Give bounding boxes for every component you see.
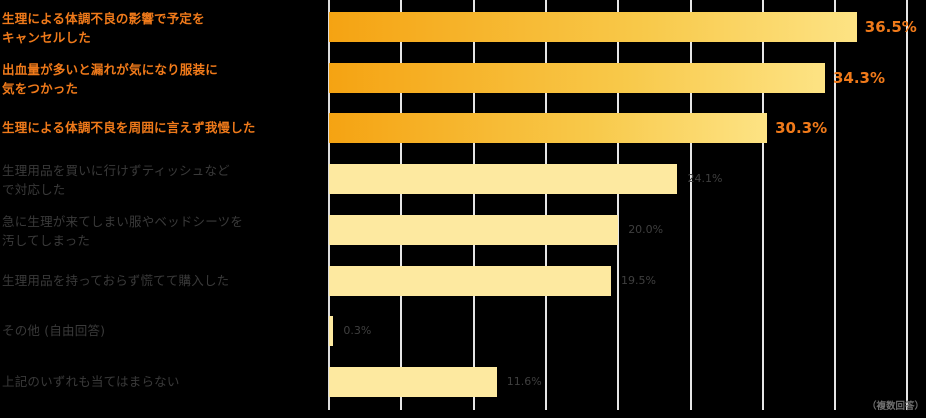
category-label: 出血量が多いと漏れが気になり服装に 気をつかった — [2, 60, 322, 98]
value-label: 30.3% — [775, 119, 828, 137]
bar — [329, 63, 825, 93]
gridline — [400, 0, 403, 410]
category-label-line2: 汚してしまった — [2, 233, 91, 248]
category-label-line2: キャンセルした — [2, 30, 91, 45]
category-label-line1: 出血量が多いと漏れが気になり服装に — [2, 62, 218, 77]
category-label: 生理用品を買いに行けずティッシュなど で対応した — [2, 161, 322, 199]
category-label-line1: その他 (自由回答) — [2, 323, 106, 338]
category-label: 生理による体調不良の影響で予定を キャンセルした — [2, 9, 322, 47]
category-label-line1: 生理による体調不良の影響で予定を — [2, 11, 205, 26]
category-label: 急に生理が来てしまい服やベッドシーツを 汚してしまった — [2, 212, 322, 250]
category-label: 上記のいずれも当てはまらない — [2, 372, 322, 391]
gridline — [906, 0, 909, 410]
category-label-line1: 生理による体調不良を周囲に言えず我慢した — [2, 120, 256, 135]
category-label: その他 (自由回答) — [2, 321, 322, 340]
bar — [329, 12, 857, 42]
category-label-line1: 生理用品を持っておらず慌てて購入した — [2, 273, 230, 288]
gridline — [834, 0, 837, 410]
value-label: 19.5% — [620, 274, 656, 287]
bar — [329, 316, 334, 346]
value-label: 36.5% — [864, 18, 917, 36]
gridline — [544, 0, 547, 410]
value-label: 11.6% — [506, 375, 542, 388]
gridline — [689, 0, 692, 410]
category-label-line1: 生理用品を買いに行けずティッシュなど — [2, 163, 230, 178]
category-label-line2: で対応した — [2, 182, 66, 197]
gridline — [472, 0, 475, 410]
gridline — [761, 0, 764, 410]
bar — [329, 266, 611, 296]
value-label: 0.3% — [343, 324, 372, 337]
value-label: 20.0% — [628, 223, 664, 236]
bar — [329, 113, 768, 143]
category-label: 生理による体調不良を周囲に言えず我慢した — [2, 118, 322, 137]
gridline — [617, 0, 620, 410]
bar — [329, 367, 497, 397]
axis-line — [328, 0, 330, 410]
category-label-line2: 気をつかった — [2, 81, 79, 96]
category-label: 生理用品を持っておらず慌てて購入した — [2, 271, 322, 290]
value-label: 34.3% — [832, 69, 886, 87]
value-label: 24.1% — [687, 172, 723, 185]
multiple-answers-note: （複数回答） — [866, 401, 924, 412]
category-label-line1: 上記のいずれも当てはまらない — [2, 374, 180, 389]
category-label-line1: 急に生理が来てしまい服やベッドシーツを — [2, 214, 244, 229]
bar — [329, 164, 678, 194]
bar — [329, 215, 619, 245]
